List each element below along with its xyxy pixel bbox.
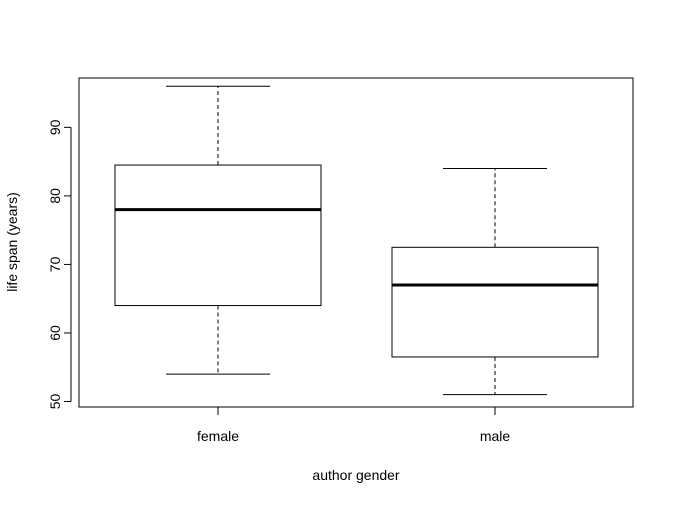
x-tick-label-female: female: [197, 428, 239, 444]
y-axis-title: life span (years): [4, 192, 20, 292]
y-tick-label: 50: [47, 394, 63, 410]
y-tick-label: 90: [47, 119, 63, 135]
x-axis-title: author gender: [312, 467, 400, 483]
iqr-box: [391, 246, 599, 358]
y-tick-label: 80: [47, 188, 63, 204]
x-axis: female male: [197, 406, 511, 444]
iqr-box: [114, 164, 322, 307]
box-female: [114, 85, 322, 375]
boxes-group: [114, 85, 599, 396]
y-tick-label: 70: [47, 256, 63, 272]
x-tick-label-male: male: [480, 428, 511, 444]
y-tick-label: 60: [47, 325, 63, 341]
y-axis: 50 60 70 80 90: [47, 119, 72, 410]
box-male: [391, 167, 599, 396]
